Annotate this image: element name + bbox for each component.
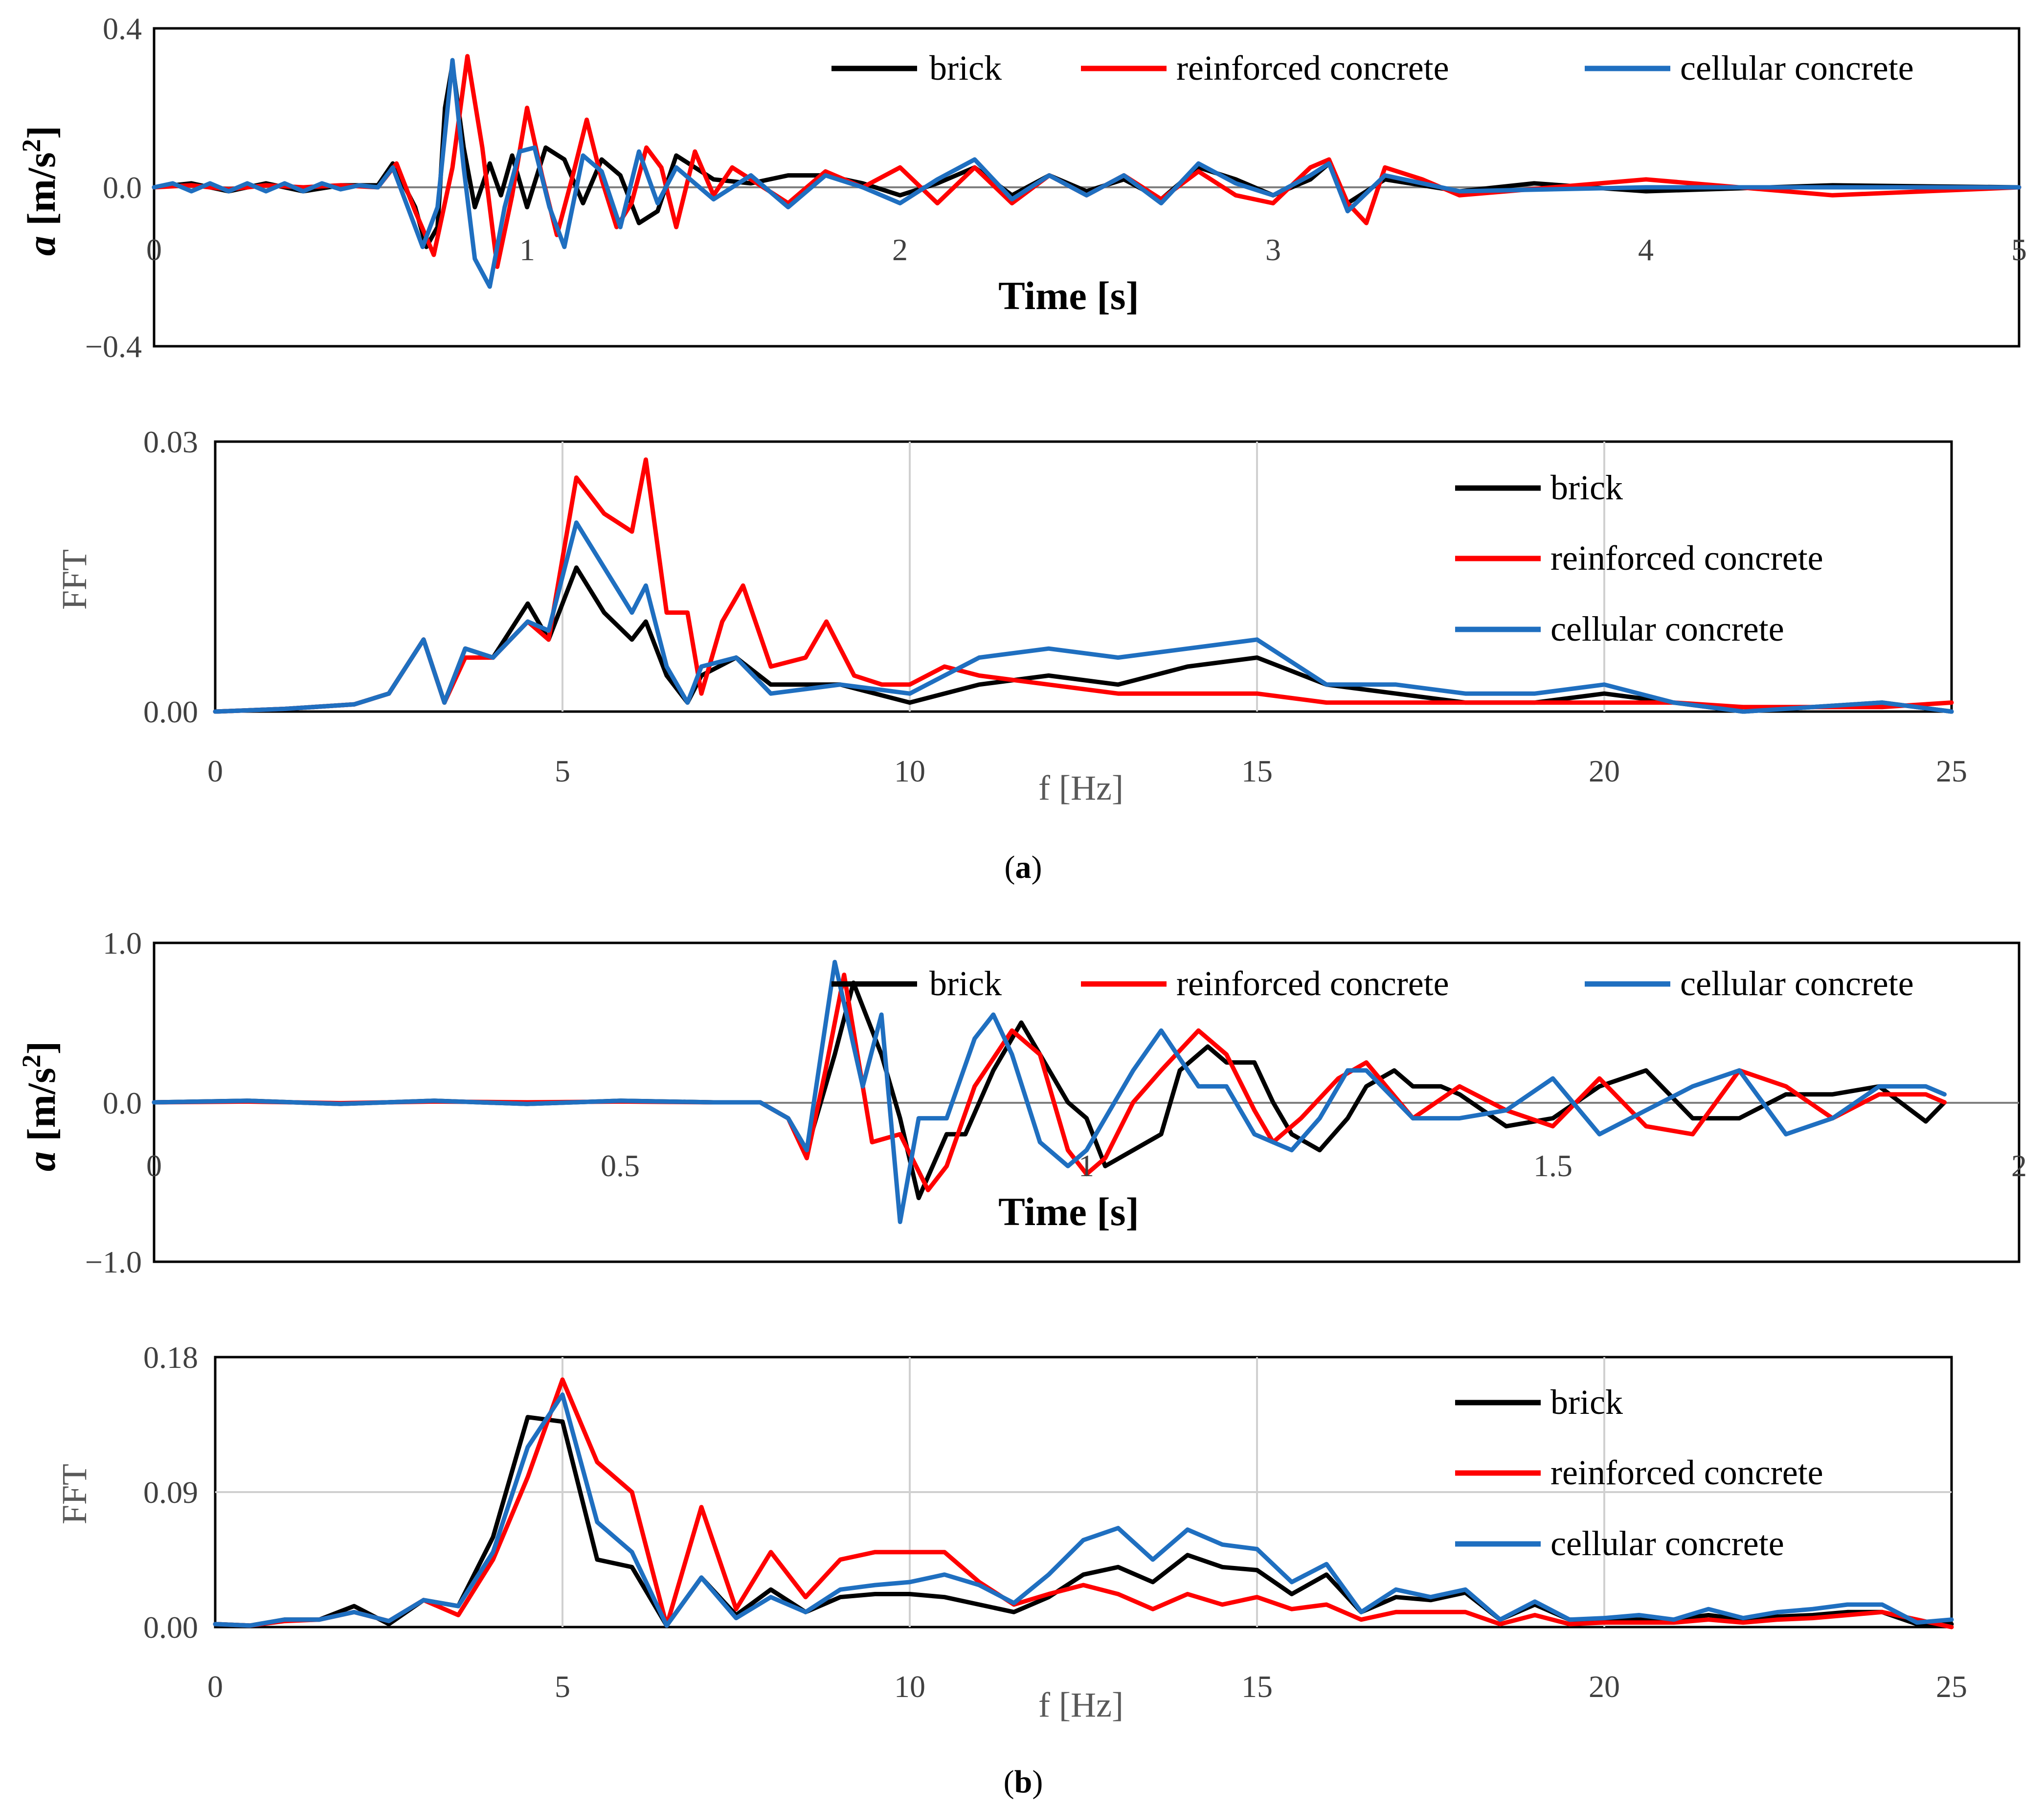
chart-a-time-legend-brick: brick	[929, 48, 1002, 88]
chart-a-fft-xtick: 25	[1936, 754, 1967, 788]
chart-b-fft-legend: brick reinforced concrete cellular concr…	[1455, 1383, 1823, 1563]
chart-a-time-ylabel: a [m/s2]	[17, 126, 64, 256]
chart-a-fft-legend: brick reinforced concrete cellular concr…	[1455, 468, 1823, 648]
chart-a-fft-xtick: 0	[207, 754, 223, 788]
chart-b-time-ylabel-symbol: a	[19, 1151, 64, 1171]
chart-b-time-xtick: 0.5	[601, 1148, 640, 1183]
chart-a-fft-legend-rc: reinforced concrete	[1550, 538, 1823, 578]
chart-b-time-xlabel: Time [s]	[998, 1189, 1139, 1234]
chart-a-time-series	[152, 54, 2022, 289]
chart-b-time-ytick: 0.0	[103, 1086, 142, 1120]
chart-b-time: 1.0 0.0 −1.0 0 0.5 1 1.5 2 Time [s] a [m…	[17, 926, 2027, 1279]
chart-a-fft-xlabel: f [Hz]	[1038, 768, 1123, 807]
chart-b-time-series	[152, 960, 1947, 1224]
chart-b-time-xtick: 1	[1078, 1148, 1094, 1183]
chart-b-fft-ytick: 0.00	[143, 1610, 198, 1645]
chart-b-fft-xtick: 20	[1589, 1669, 1620, 1704]
chart-b-fft-xtick: 0	[207, 1669, 223, 1704]
a-fft-series-reinforced-concrete	[213, 457, 1954, 714]
chart-a-time-xtick: 4	[1638, 232, 1654, 267]
chart-b-time-legend: brick reinforced concrete cellular concr…	[831, 964, 1914, 1003]
a-fft-series-cellular-concrete	[213, 520, 1954, 714]
chart-b-fft-xtick: 10	[894, 1669, 925, 1704]
chart-a-fft-xtick: 10	[894, 754, 925, 788]
chart-b-time-legend-rc: reinforced concrete	[1176, 964, 1449, 1003]
chart-a-time-legend-rc: reinforced concrete	[1176, 48, 1449, 88]
chart-b-time-ylabel-sup: 2	[17, 1054, 46, 1068]
chart-a-time-ylabel-symbol: a	[19, 236, 64, 256]
chart-a-time-xtick: 3	[1265, 232, 1281, 267]
chart-a-fft-legend-brick: brick	[1550, 468, 1623, 507]
chart-b-time-xtick: 0	[146, 1148, 162, 1183]
chart-a-time-ylabel-unit: [m/s	[19, 152, 64, 236]
b-time-series-cellular-concrete	[152, 960, 1947, 1224]
chart-a-time-xtick: 0	[146, 232, 162, 267]
chart-a-fft-ytick: 0.00	[143, 694, 198, 729]
chart-b-fft-xtick: 15	[1241, 1669, 1273, 1704]
chart-b-fft-ytick: 0.09	[143, 1475, 198, 1510]
chart-a-time-xtick: 2	[892, 232, 908, 267]
chart-b-fft-series	[213, 1377, 1954, 1630]
chart-b-time-legend-brick: brick	[929, 964, 1002, 1003]
chart-b-time-ytick: 1.0	[103, 926, 142, 960]
chart-a-time-legend: brick reinforced concrete cellular concr…	[831, 48, 1914, 88]
chart-a-fft-series	[213, 457, 1954, 714]
b-fft-series-cellular-concrete	[213, 1392, 1954, 1628]
chart-b-fft-xtick: 5	[555, 1669, 570, 1704]
chart-a-fft-xtick: 20	[1589, 754, 1620, 788]
a-time-series-cellular-concrete	[152, 58, 2022, 289]
a-time-series-reinforced-concrete	[152, 54, 2022, 269]
chart-b-time-xtick: 2	[2011, 1148, 2027, 1183]
chart-a-fft-legend-cc: cellular concrete	[1550, 609, 1784, 648]
chart-a-fft-ytick: 0.03	[143, 424, 198, 459]
chart-a-time-ylabel-end: ]	[19, 126, 64, 139]
chart-a-fft-xtick: 5	[555, 754, 570, 788]
chart-a-time-ytick: 0.0	[103, 170, 142, 205]
chart-b-time-ylabel: a [m/s2]	[17, 1041, 64, 1171]
chart-a-time-ytick: −0.4	[85, 329, 142, 364]
caption-b: (b)	[1004, 1764, 1043, 1800]
chart-b-time-ytick: −1.0	[85, 1245, 142, 1279]
caption-a-open: (	[1005, 849, 1015, 885]
chart-a-time: 0.4 0.0 −0.4 0 1 2 3 4 5 Time [s] a [m/s…	[17, 11, 2027, 364]
chart-a-fft-xtick: 15	[1241, 754, 1273, 788]
chart-b-time-ylabel-unit: [m/s	[19, 1068, 64, 1151]
chart-b-time-xtick: 1.5	[1533, 1148, 1572, 1183]
chart-a-time-ytick: 0.4	[103, 11, 142, 46]
chart-a-fft-frame	[214, 440, 1953, 713]
caption-b-open: (	[1004, 1764, 1014, 1800]
chart-b-fft-ytick: 0.18	[143, 1340, 198, 1375]
chart-b-fft-legend-brick: brick	[1550, 1383, 1623, 1422]
chart-a-time-xlabel: Time [s]	[998, 273, 1139, 318]
chart-b-fft-xtick: 25	[1936, 1669, 1967, 1704]
chart-b-fft-xlabel: f [Hz]	[1038, 1685, 1123, 1724]
chart-b-fft-legend-rc: reinforced concrete	[1550, 1453, 1823, 1492]
chart-b-fft-ylabel: FFT	[55, 1464, 94, 1524]
chart-b-time-ylabel-end: ]	[19, 1041, 64, 1054]
chart-b-time-legend-cc: cellular concrete	[1680, 964, 1914, 1003]
b-fft-series-reinforced-concrete	[213, 1377, 1954, 1630]
caption-a: (a)	[1005, 849, 1042, 885]
chart-a-fft-ylabel: FFT	[55, 549, 94, 610]
chart-a-time-legend-cc: cellular concrete	[1680, 48, 1914, 88]
caption-b-close: )	[1032, 1764, 1043, 1800]
caption-a-close: )	[1032, 849, 1042, 885]
chart-a-time-xtick: 1	[519, 232, 535, 267]
caption-b-letter: b	[1014, 1764, 1033, 1800]
chart-b-fft: 0.18 0.09 0.00 0 5 10 15 20 25 f [Hz] FF…	[55, 1340, 1967, 1724]
chart-b-fft-legend-cc: cellular concrete	[1550, 1524, 1784, 1563]
chart-a-time-xtick: 5	[2011, 232, 2027, 267]
caption-a-letter: a	[1015, 849, 1032, 885]
chart-a-time-ylabel-sup: 2	[17, 139, 46, 152]
chart-a-fft: 0.03 0.00 0 5 10 15 20 25 f [Hz] FFT bri…	[55, 424, 1967, 807]
